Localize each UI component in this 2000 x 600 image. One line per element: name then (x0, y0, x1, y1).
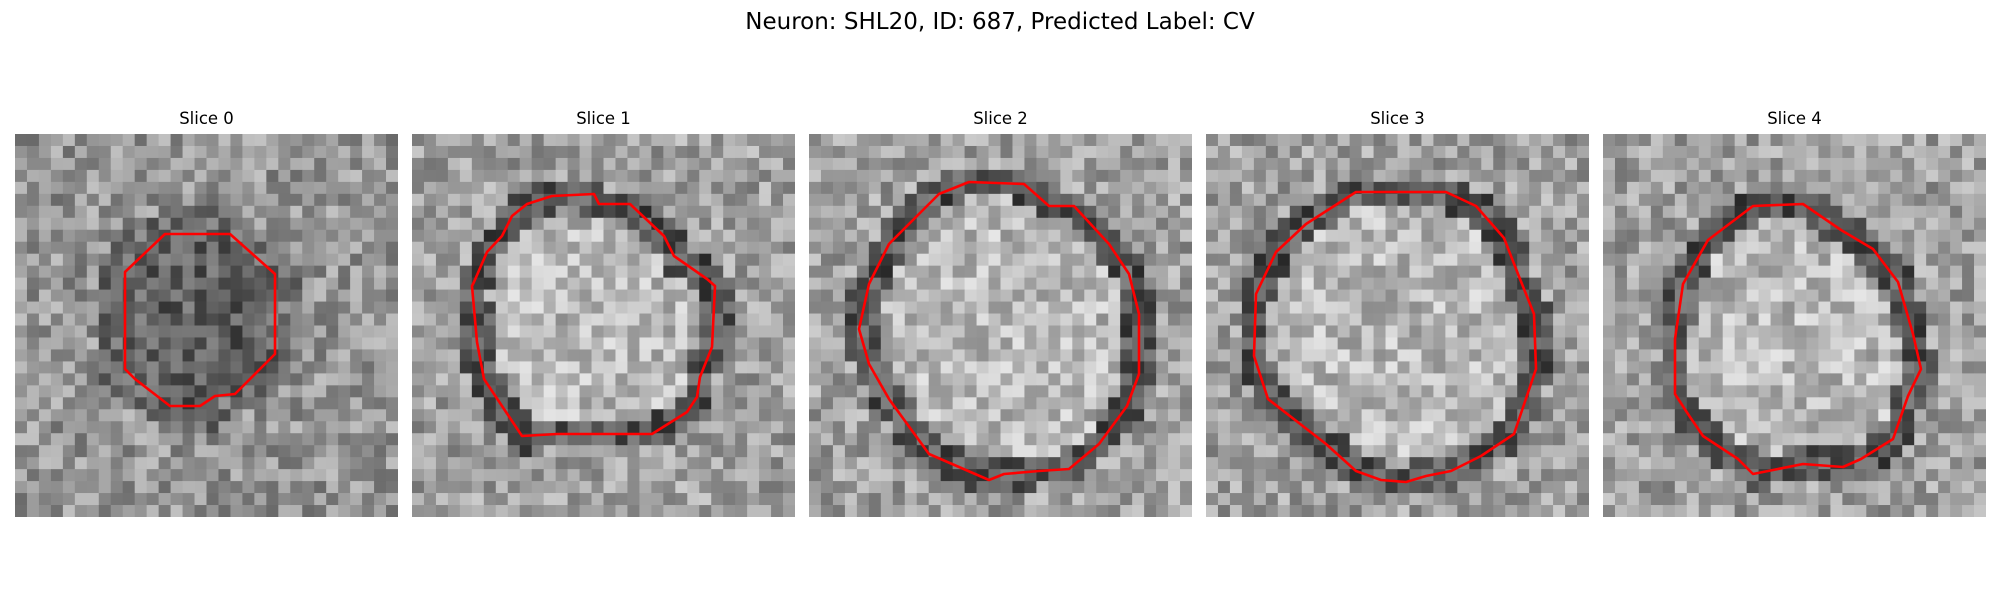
slice-1-image (412, 134, 795, 517)
slice-0-title: Slice 0 (15, 109, 398, 128)
figure-title: Neuron: SHL20, ID: 687, Predicted Label:… (0, 9, 2000, 35)
slice-4-title: Slice 4 (1603, 109, 1986, 128)
slice-1-title: Slice 1 (412, 109, 795, 128)
slice-4-pixels (1603, 134, 1986, 517)
slice-0-pixels (15, 134, 398, 517)
slice-0-panel (15, 134, 398, 517)
slice-2-image (809, 134, 1192, 517)
slice-4-panel (1603, 134, 1986, 517)
slice-3-panel (1206, 134, 1589, 517)
slice-3-image (1206, 134, 1589, 517)
slice-4-image (1603, 134, 1986, 517)
slice-0-image (15, 134, 398, 517)
slice-2-title: Slice 2 (809, 109, 1192, 128)
slice-1-panel (412, 134, 795, 517)
slice-2-pixels (809, 134, 1192, 517)
slice-1-pixels (412, 134, 795, 517)
slice-3-title: Slice 3 (1206, 109, 1589, 128)
slice-2-panel (809, 134, 1192, 517)
